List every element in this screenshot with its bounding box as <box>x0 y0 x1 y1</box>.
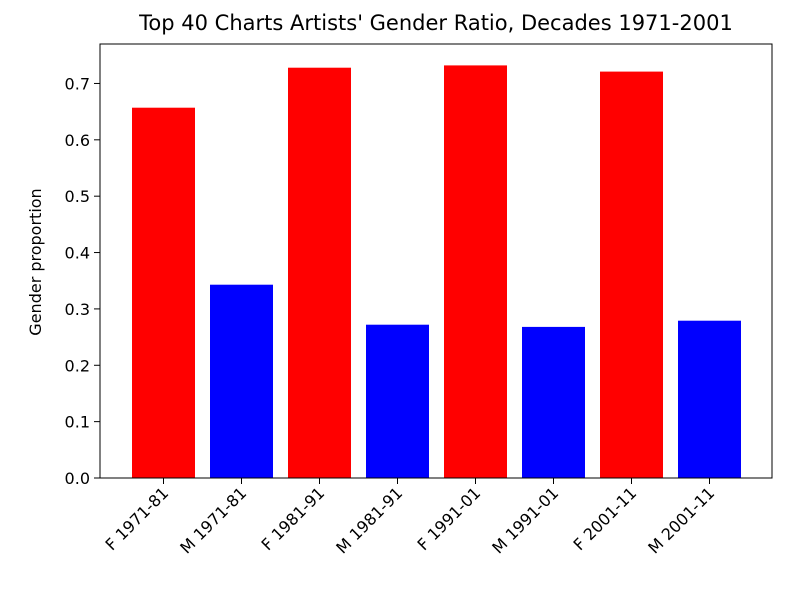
x-tick-label: M 2001-11 <box>644 483 718 557</box>
x-tick-label: F 1981-91 <box>258 483 329 554</box>
x-tick-label: M 1971-81 <box>176 483 250 557</box>
y-tick-label: 0.2 <box>65 356 90 375</box>
bars-group <box>132 65 741 479</box>
bar-f-1981-91 <box>288 67 351 478</box>
bar-m-1991-01 <box>522 326 585 478</box>
plot-frame <box>99 43 773 479</box>
bar-m-1971-81 <box>210 284 273 478</box>
x-tick-label: F 1971-81 <box>102 483 173 554</box>
bar-f-2001-11 <box>600 71 663 478</box>
y-tick-label: 0.4 <box>65 244 90 263</box>
y-tick-label: 0.1 <box>65 413 90 432</box>
bar-f-1971-81 <box>132 107 195 478</box>
y-tick-label: 0.6 <box>65 131 90 150</box>
x-tick-label: F 1991-01 <box>414 483 485 554</box>
y-tick-label: 0.0 <box>65 469 90 488</box>
x-tick-label: M 1981-91 <box>332 483 406 557</box>
y-tick-label: 0.5 <box>65 187 90 206</box>
y-ticks-group: 0.0 0.1 0.2 0.3 0.4 0.5 0.6 0.7 <box>65 74 100 488</box>
x-tick-label: F 2001-11 <box>570 483 641 554</box>
x-ticks-group: F 1971-81 M 1971-81 F 1981-91 M 1981-91 F 19… <box>102 478 718 557</box>
y-tick-label: 0.3 <box>65 300 90 319</box>
chart-title: Top 40 Charts Artists' Gender Ratio, Dec… <box>138 11 733 35</box>
bar-m-2001-11 <box>678 320 741 478</box>
y-axis-label: Gender proportion <box>26 188 45 335</box>
bar-f-1991-01 <box>444 65 507 479</box>
y-tick-label: 0.7 <box>65 74 90 93</box>
bar-m-1981-91 <box>366 324 429 478</box>
x-tick-label: M 1991-01 <box>488 483 562 557</box>
